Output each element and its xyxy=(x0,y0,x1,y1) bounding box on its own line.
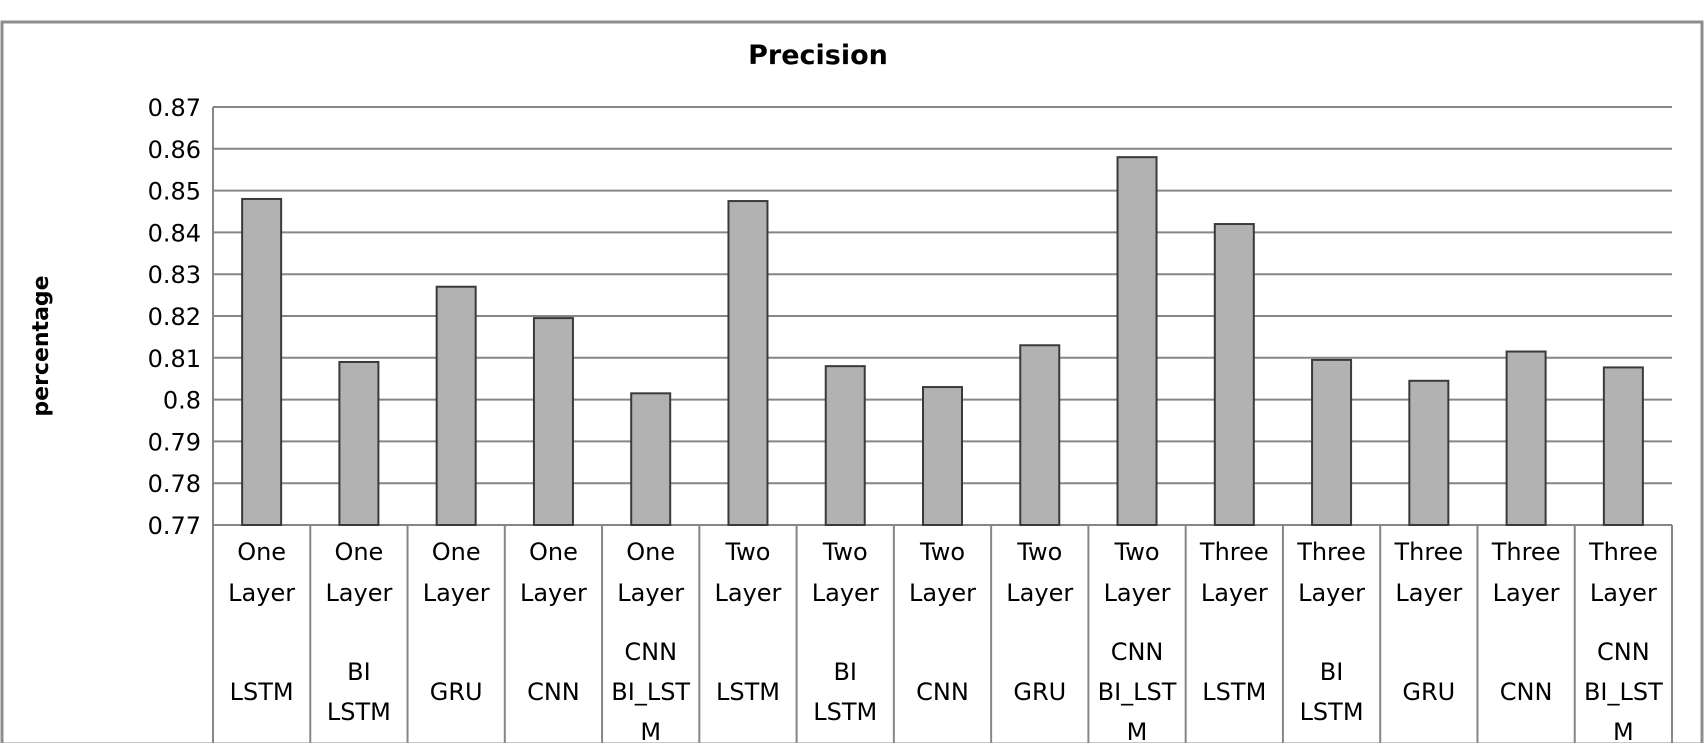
bar xyxy=(241,197,283,527)
x-tick-group-label: Two xyxy=(1114,538,1160,566)
y-tick-label: 0.84 xyxy=(148,219,201,247)
x-tick-group-label: Three xyxy=(1296,538,1366,566)
x-tick-model-label: GRU xyxy=(1013,678,1066,706)
x-tick-model-label: BI_LST xyxy=(1098,678,1177,706)
x-tick-model-label: LSTM xyxy=(230,678,294,706)
x-tick-group-label: Three xyxy=(1588,538,1658,566)
y-tick-label: 0.77 xyxy=(148,512,201,540)
y-axis-label: percentage xyxy=(29,275,54,416)
x-tick-model-label: M xyxy=(640,718,661,743)
y-tick-label: 0.78 xyxy=(148,470,201,498)
x-tick-group-label: Two xyxy=(822,538,868,566)
bar xyxy=(824,365,866,526)
x-tick-model-label: BI xyxy=(833,658,857,686)
bar xyxy=(1505,350,1547,526)
x-tick-model-label: BI xyxy=(1320,658,1344,686)
bar xyxy=(1213,223,1255,526)
x-tick-model-label: BI_LST xyxy=(1584,678,1663,706)
x-tick-model-label: LSTM xyxy=(1300,698,1364,726)
x-tick-group-label: Layer xyxy=(423,579,490,607)
x-tick-group-label: Three xyxy=(1393,538,1463,566)
x-axis-category-table: One Layer LSTM One Layer BI LSTM One Layer GRU One… xyxy=(212,525,1673,746)
x-tick-model-label: CNN xyxy=(624,638,677,666)
x-tick-model-label: LSTM xyxy=(1202,678,1266,706)
x-tick-model-label: CNN xyxy=(916,678,969,706)
x-tick-model-label: GRU xyxy=(430,678,483,706)
x-tick-model-label: BI_LST xyxy=(611,678,690,706)
x-tick-group-label: Three xyxy=(1491,538,1561,566)
y-axis-ticks: 0.87 0.86 0.85 0.84 0.83 0.82 0.81 0.8 0.79 0.78 0… xyxy=(148,94,201,540)
x-tick-group-label: Layer xyxy=(617,579,684,607)
x-tick-model-label: CNN xyxy=(1597,638,1650,666)
x-tick-model-label: LSTM xyxy=(716,678,780,706)
bar xyxy=(338,360,380,527)
y-tick-label: 0.82 xyxy=(148,303,201,331)
bar xyxy=(630,392,672,526)
x-tick-model-label: CNN xyxy=(1111,638,1164,666)
x-tick-group-label: Layer xyxy=(520,579,587,607)
x-tick-group-label: Layer xyxy=(1201,579,1268,607)
x-tick-group-label: Layer xyxy=(1590,579,1657,607)
bar xyxy=(1311,358,1353,527)
x-tick-model-label: CNN xyxy=(527,678,580,706)
x-tick-group-label: Layer xyxy=(228,579,295,607)
bar xyxy=(727,200,769,527)
bar xyxy=(1408,379,1450,527)
bars xyxy=(241,156,1644,527)
x-tick-group-label: Layer xyxy=(1298,579,1365,607)
x-tick-model-label: LSTM xyxy=(327,698,391,726)
x-tick-group-label: One xyxy=(626,538,675,566)
y-tick-label: 0.79 xyxy=(148,428,201,456)
x-tick-group-label: Two xyxy=(724,538,770,566)
x-tick-group-label: Three xyxy=(1199,538,1269,566)
x-tick-group-label: One xyxy=(334,538,383,566)
x-tick-group-label: One xyxy=(237,538,286,566)
x-tick-group-label: Layer xyxy=(1104,579,1171,607)
bar xyxy=(435,285,477,526)
x-tick-group-label: Layer xyxy=(1395,579,1462,607)
x-tick-model-label: BI xyxy=(347,658,371,686)
chart-title: Precision xyxy=(748,40,888,71)
x-tick-group-label: Two xyxy=(919,538,965,566)
x-tick-model-label: LSTM xyxy=(813,698,877,726)
x-tick-model-label: CNN xyxy=(1500,678,1553,706)
y-tick-label: 0.83 xyxy=(148,261,201,289)
x-tick-group-label: Layer xyxy=(909,579,976,607)
bar xyxy=(1116,156,1158,526)
y-tick-label: 0.8 xyxy=(163,387,201,415)
bar xyxy=(922,386,963,526)
y-tick-label: 0.85 xyxy=(148,178,201,206)
x-tick-group-label: Layer xyxy=(715,579,782,607)
x-tick-group-label: Layer xyxy=(325,579,392,607)
x-tick-group-label: Layer xyxy=(812,579,879,607)
x-tick-group-label: One xyxy=(432,538,481,566)
x-tick-model-label: M xyxy=(1127,718,1148,743)
y-tick-label: 0.87 xyxy=(148,94,201,122)
x-tick-group-label: One xyxy=(529,538,578,566)
bar xyxy=(1019,344,1061,527)
x-tick-group-label: Layer xyxy=(1006,579,1073,607)
x-tick-group-label: Two xyxy=(1016,538,1062,566)
y-tick-label: 0.81 xyxy=(148,345,201,373)
x-tick-model-label: M xyxy=(1613,718,1634,743)
bar xyxy=(1602,366,1644,526)
x-tick-model-label: GRU xyxy=(1402,678,1455,706)
bar xyxy=(532,317,574,526)
y-tick-label: 0.86 xyxy=(148,136,201,164)
x-tick-group-label: Layer xyxy=(1493,579,1560,607)
